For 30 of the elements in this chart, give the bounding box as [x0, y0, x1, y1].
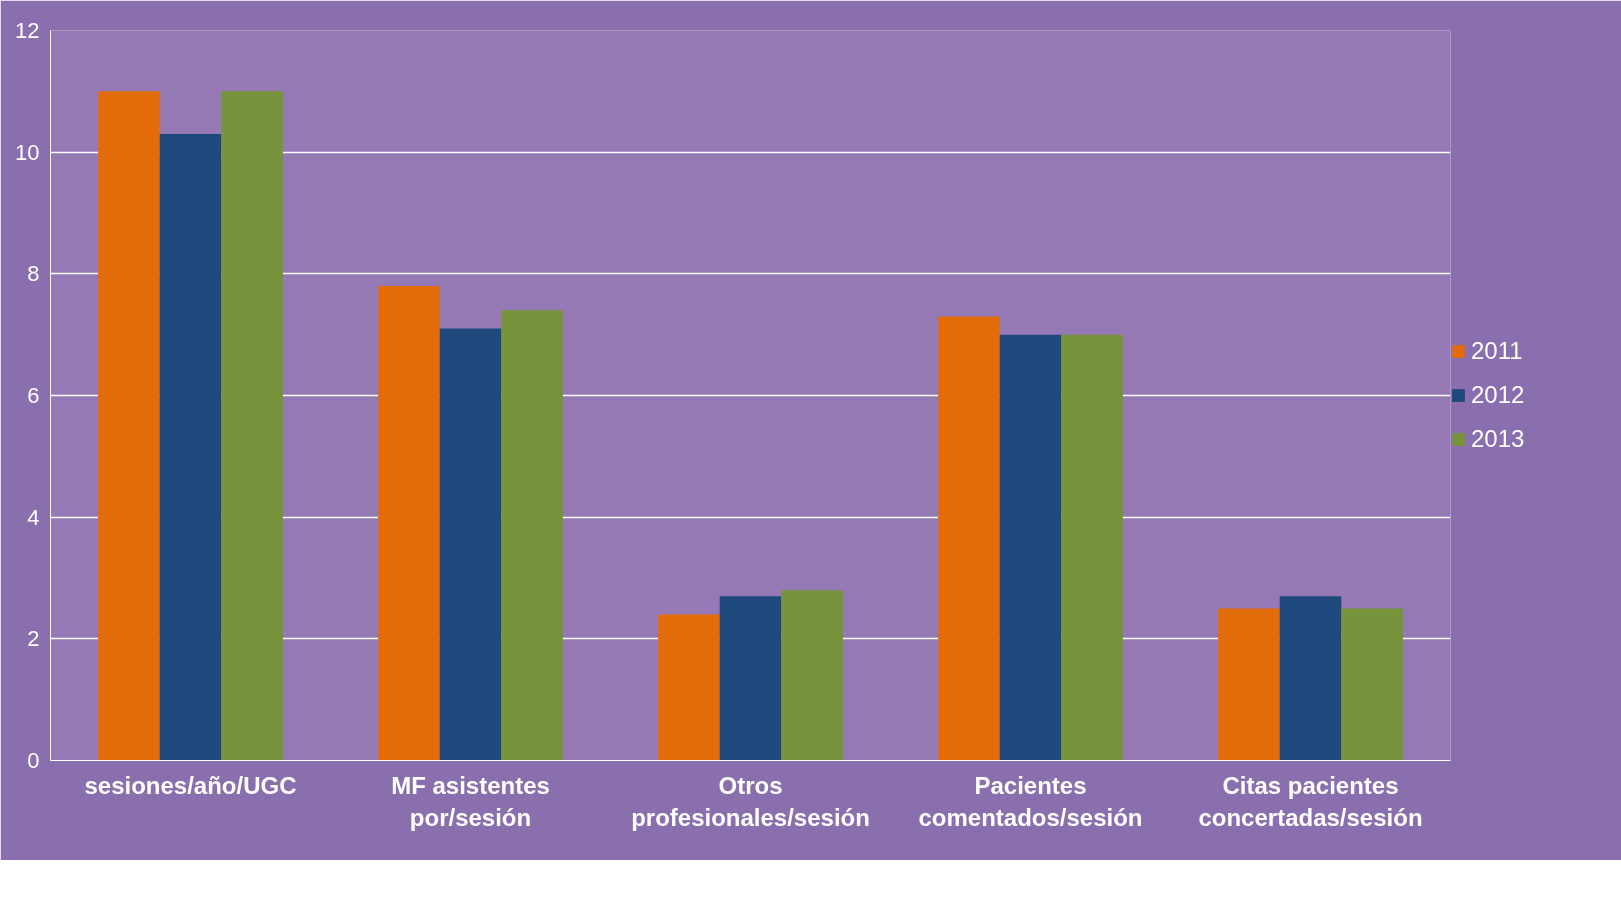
bar	[159, 133, 222, 761]
x-tick-label: Pacientes comentados/sesión	[918, 771, 1143, 831]
y-tick-label: 12	[15, 18, 40, 43]
y-tick-label: 6	[27, 383, 40, 408]
x-tick-label: sesiones/año/UGC	[84, 771, 297, 799]
legend-label: 2012	[1471, 381, 1525, 409]
legend-label: 2013	[1471, 425, 1525, 453]
bar	[658, 614, 720, 761]
bar	[1218, 608, 1280, 761]
x-tick-label: Otros profesionales/sesión	[631, 771, 870, 831]
bar	[1061, 334, 1123, 761]
y-tick-label: 10	[15, 139, 40, 165]
bar	[999, 334, 1062, 761]
y-tick-label: 8	[27, 261, 40, 287]
legend-label: 2011	[1471, 337, 1523, 365]
y-tick-label: 4	[27, 504, 40, 530]
x-tick-label: MF asistentes por/sesión	[391, 771, 550, 831]
x-tick-label: Citas pacientes concertadas/sesión	[1198, 771, 1423, 831]
bar	[98, 91, 160, 761]
bar	[781, 590, 843, 761]
bar	[719, 596, 782, 761]
bar	[938, 316, 1000, 761]
bar	[439, 328, 502, 761]
bar	[501, 310, 563, 761]
bar	[1279, 596, 1342, 761]
bar	[221, 91, 283, 761]
bar	[1341, 608, 1403, 761]
bar	[378, 286, 440, 761]
y-tick-label: 0	[27, 748, 40, 773]
y-tick-label: 2	[27, 626, 40, 652]
